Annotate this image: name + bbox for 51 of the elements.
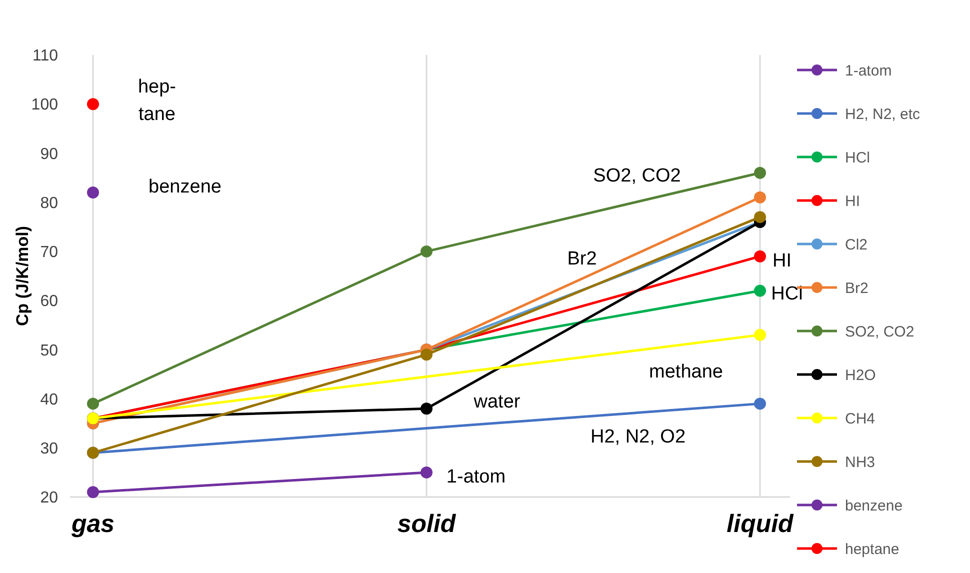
y-tick-label: 110: [32, 48, 58, 65]
point: [754, 328, 766, 341]
annotation: water: [472, 392, 521, 413]
legend-label: 1-atom: [845, 62, 892, 80]
annotation: HCl: [771, 284, 803, 305]
point: [754, 191, 766, 204]
point: [420, 348, 432, 361]
y-axis-title: Cp (J/K/mol): [13, 226, 32, 326]
x-tick-label: gas: [70, 510, 115, 538]
point: [420, 466, 432, 478]
x-tick-label: liquid: [726, 510, 794, 538]
y-tick-label: 80: [40, 194, 58, 212]
point: [754, 284, 766, 297]
legend-label: CH4: [845, 410, 876, 428]
legend-label: SO2, CO2: [845, 323, 914, 340]
annotation: methane: [649, 362, 723, 383]
annotation: 1-atom: [446, 466, 506, 488]
y-tick-label: 50: [40, 342, 58, 360]
annotation: H2, N2, O2: [590, 426, 686, 448]
point: [754, 166, 766, 179]
point: [87, 98, 99, 110]
point: [87, 486, 99, 498]
point: [420, 245, 432, 258]
y-tick-label: 90: [40, 146, 58, 163]
annotation: benzene: [148, 176, 222, 198]
annotation: HI: [772, 250, 792, 272]
legend-label: Cl2: [845, 236, 868, 254]
legend-label: NH3: [845, 454, 876, 471]
legend-label: H2, N2, etc: [845, 106, 921, 123]
x-tick-label: solid: [397, 510, 456, 538]
legend-label: benzene: [845, 497, 903, 514]
legend-label: H2O: [845, 366, 876, 384]
annotation: SO2, CO2: [593, 166, 681, 187]
point: [754, 211, 766, 224]
legend-label: HI: [845, 192, 860, 210]
y-tick-label: 60: [40, 293, 58, 310]
y-tick-label: 100: [31, 96, 58, 114]
legend-label: HCl: [845, 149, 870, 166]
legend-label: heptane: [845, 540, 900, 558]
y-tick-label: 70: [40, 244, 58, 262]
point: [87, 186, 99, 199]
point: [754, 250, 766, 262]
point: [87, 398, 99, 410]
y-tick-label: 20: [40, 490, 58, 507]
point: [754, 398, 766, 410]
point: [420, 402, 432, 415]
y-tick-label: 40: [40, 391, 58, 408]
annotation: Br2: [567, 248, 597, 270]
annotation: hep- tane: [138, 76, 176, 126]
y-tick-label: 30: [40, 440, 58, 458]
legend-label: Br2: [845, 280, 868, 297]
